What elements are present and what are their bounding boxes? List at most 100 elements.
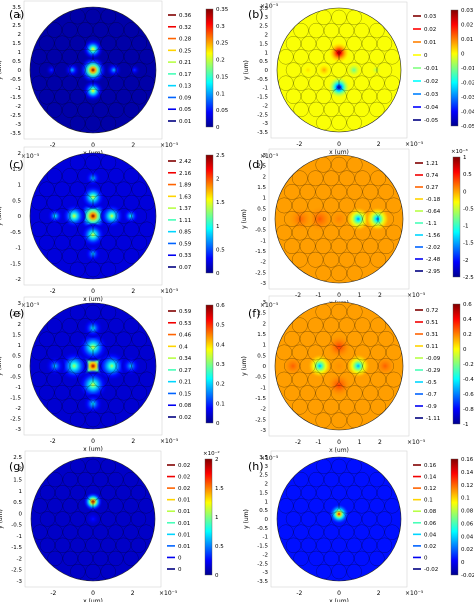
rod-outline [378, 238, 394, 255]
field-spot [328, 76, 350, 99]
rod-outline [77, 75, 94, 92]
rod-outline [362, 211, 379, 227]
colorbar [205, 8, 214, 128]
contour-legend-label: 0.74 [426, 173, 439, 179]
rod-outline [69, 181, 86, 198]
colorbar-tick-label: 2 [215, 457, 219, 463]
contour-legend-label: 0.09 [179, 95, 192, 101]
contour-legend-label: 0.15 [179, 391, 192, 397]
rod-outline [100, 35, 117, 52]
rod-outline [131, 181, 148, 198]
rod-outline [46, 398, 63, 414]
colorbar-tick-label: 0.05 [216, 108, 229, 114]
y-tick-label: -0.5 [11, 523, 22, 529]
y-tick-label: 0.5 [257, 206, 266, 212]
y-axis-label: y (um) [241, 209, 248, 229]
rod-outline [346, 88, 362, 104]
x-axis-exponent: ×10⁻⁵ [159, 590, 178, 597]
rod-outline [323, 170, 340, 187]
rod-outline [293, 75, 309, 91]
y-tick-label: 1 [263, 196, 267, 202]
field-spot [328, 355, 350, 377]
x-tick-label: 0 [91, 438, 95, 445]
contour-legend-label: -2.48 [426, 257, 441, 263]
y-tick-label: 1.5 [259, 490, 268, 496]
rod-outline [323, 471, 340, 488]
rod-outline [39, 537, 56, 553]
y-tick-label: -3 [17, 579, 23, 585]
rod-outline [307, 251, 324, 268]
rod-outline [370, 371, 387, 388]
rod-outline [123, 248, 140, 264]
rod-outline [361, 88, 377, 104]
colorbar [452, 303, 461, 425]
rod-outline [293, 498, 309, 514]
rod-outline [293, 22, 309, 39]
rod-outline [62, 194, 78, 211]
axes-frame [270, 450, 408, 588]
rod-outline [54, 384, 70, 401]
rod-outline [354, 170, 371, 187]
field-spot [82, 393, 104, 414]
rod-outline [85, 563, 101, 580]
x-tick-label: -2 [50, 142, 56, 149]
rod-outline [331, 485, 347, 501]
x-tick-label: 2 [131, 288, 135, 295]
rod-outline [38, 234, 55, 251]
panel-label: (f) [248, 307, 260, 320]
rod-outline [62, 22, 78, 38]
rod-outline [131, 384, 148, 401]
rod-outline [308, 101, 324, 118]
contour-legend-label: 0 [178, 555, 182, 561]
x-tick-label: 2 [131, 590, 135, 597]
y-tick-label: 1.5 [257, 185, 266, 191]
x-tick-label: 1 [358, 439, 362, 446]
rod-outline [62, 48, 78, 65]
rod-outline [108, 471, 124, 488]
rod-outline [346, 358, 363, 374]
rod-outline [346, 36, 362, 52]
colorbar-tick-label: 0.04 [461, 534, 474, 540]
contour-legend-label: -0.9 [426, 404, 437, 410]
rod-outline [131, 35, 148, 52]
contour-legend-label: 2.42 [179, 159, 191, 165]
rod-outline [308, 75, 324, 91]
rod-outline [108, 344, 124, 361]
rod-outline [301, 511, 317, 527]
rod-outline [338, 170, 355, 187]
y-tick-label: -2.5 [257, 112, 268, 118]
x-axis-exponent: ×10⁻⁵ [405, 590, 424, 597]
y-tick-label: -2.5 [255, 417, 266, 423]
contour-legend-label: 0.06 [424, 521, 437, 527]
y-axis-exponent: ×10⁻⁵ [260, 455, 279, 462]
rod-outline [55, 511, 71, 527]
rod-outline [54, 358, 70, 374]
rod-outline [346, 485, 362, 501]
rod-outline [323, 101, 340, 118]
rod-outline [131, 331, 148, 348]
rod-outline [331, 563, 347, 580]
axes-frame [268, 295, 410, 437]
panel-c: (c)×10⁻⁵21.510.50-0.5-1-1.5-2y (um)-202x… [0, 146, 225, 303]
colorbar-tick-label: 0.06 [461, 521, 474, 527]
colorbar-tick-label: 0.16 [461, 457, 474, 463]
rod-outline [338, 550, 355, 567]
rod-outline [301, 537, 317, 553]
rod-outline [46, 75, 63, 92]
field-spot [105, 61, 122, 79]
colorbar-tick-label: 1 [463, 155, 467, 161]
colorbar-tick-label: 0.4 [216, 342, 225, 348]
panel-e: (e)×10⁻⁵32.521.510.50-0.5-1-1.5-2-2.5-3y… [0, 296, 225, 453]
y-tick-label: 3.5 [259, 6, 268, 12]
rod-outline [316, 88, 332, 104]
axes-frame [268, 148, 410, 290]
rod-outline [100, 208, 117, 224]
rod-outline [46, 168, 63, 184]
rod-outline [370, 317, 387, 334]
rod-outline [315, 238, 332, 255]
colorbar-tick-label: 0 [216, 271, 220, 277]
field-spot [78, 55, 108, 85]
y-tick-label: -0.5 [257, 77, 268, 83]
y-axis-exponent: ×10⁻⁵ [21, 153, 40, 160]
rod-outline [92, 550, 109, 567]
